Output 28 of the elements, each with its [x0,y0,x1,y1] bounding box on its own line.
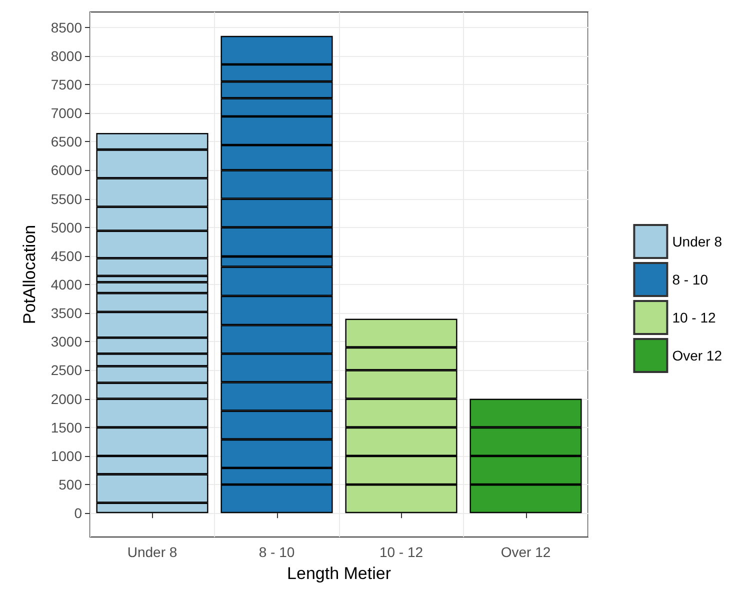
legend-label: Under 8 [672,234,722,250]
y-tick-label: 500 [58,476,82,493]
y-tick-label: 4000 [50,276,82,292]
y-tick-label: 1500 [50,419,82,436]
x-tick-label: 8 - 10 [258,544,295,560]
x-tick-label: Under 8 [127,544,178,560]
y-tick-label: 2500 [50,362,82,378]
y-tick-label: 1000 [50,448,82,464]
y-tick-label: 5000 [50,219,82,236]
y-tick-label: 7000 [50,105,82,122]
x-axis-title: Length Metier [287,564,392,583]
y-tick-label: 8000 [50,48,82,64]
y-tick-label: 8500 [50,19,82,36]
legend-label: 10 - 12 [672,310,716,326]
y-tick-label: 7500 [50,76,82,92]
y-tick-label: 6000 [50,162,82,178]
y-tick-label: 2000 [50,390,82,407]
y-tick-label: 3000 [50,334,82,350]
x-tick-label: Over 12 [500,544,551,560]
y-tick-label: 3500 [50,305,82,322]
y-tick-label: 6500 [50,134,82,150]
x-tick-label: 10 - 12 [379,544,424,560]
y-tick-label: 4500 [50,248,82,264]
legend-label: Over 12 [672,348,722,364]
y-tick-label: 5500 [50,190,82,207]
legend-label: 8 - 10 [672,272,708,288]
y-axis-title: PotAllocation [20,224,39,324]
y-tick-label: 0 [74,505,82,522]
